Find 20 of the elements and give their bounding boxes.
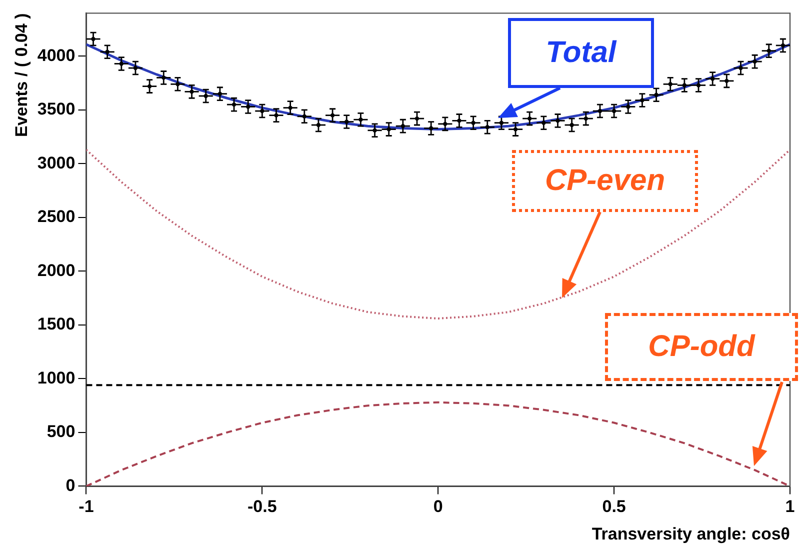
- y-tick-label: 0: [66, 476, 76, 495]
- line-series: [86, 148, 790, 320]
- y-tick-label: 1000: [37, 368, 76, 388]
- x-axis-title: Transversity angle: cosθ: [592, 524, 790, 544]
- annotation: CP-odd: [605, 313, 798, 381]
- x-tick-label: -0.5: [248, 497, 277, 516]
- y-tick-label: 1500: [37, 314, 76, 334]
- y-tick-label: 2500: [37, 207, 76, 226]
- annotation: CP-even: [512, 150, 698, 212]
- x-tick-label: 0: [433, 497, 443, 516]
- x-tick-label: 1: [785, 497, 795, 516]
- x-tick-label: 0.5: [602, 497, 626, 516]
- x-tick-label: -1: [78, 497, 94, 516]
- y-axis-title: Events / ( 0.04 ): [12, 13, 31, 137]
- y-tick-label: 3500: [37, 100, 76, 119]
- y-tick-label: 4000: [37, 46, 76, 65]
- y-tick-label: 500: [46, 422, 76, 442]
- y-tick-label: 2000: [37, 260, 76, 280]
- y-tick-label: 3000: [37, 153, 76, 172]
- annotation: Total: [508, 18, 654, 88]
